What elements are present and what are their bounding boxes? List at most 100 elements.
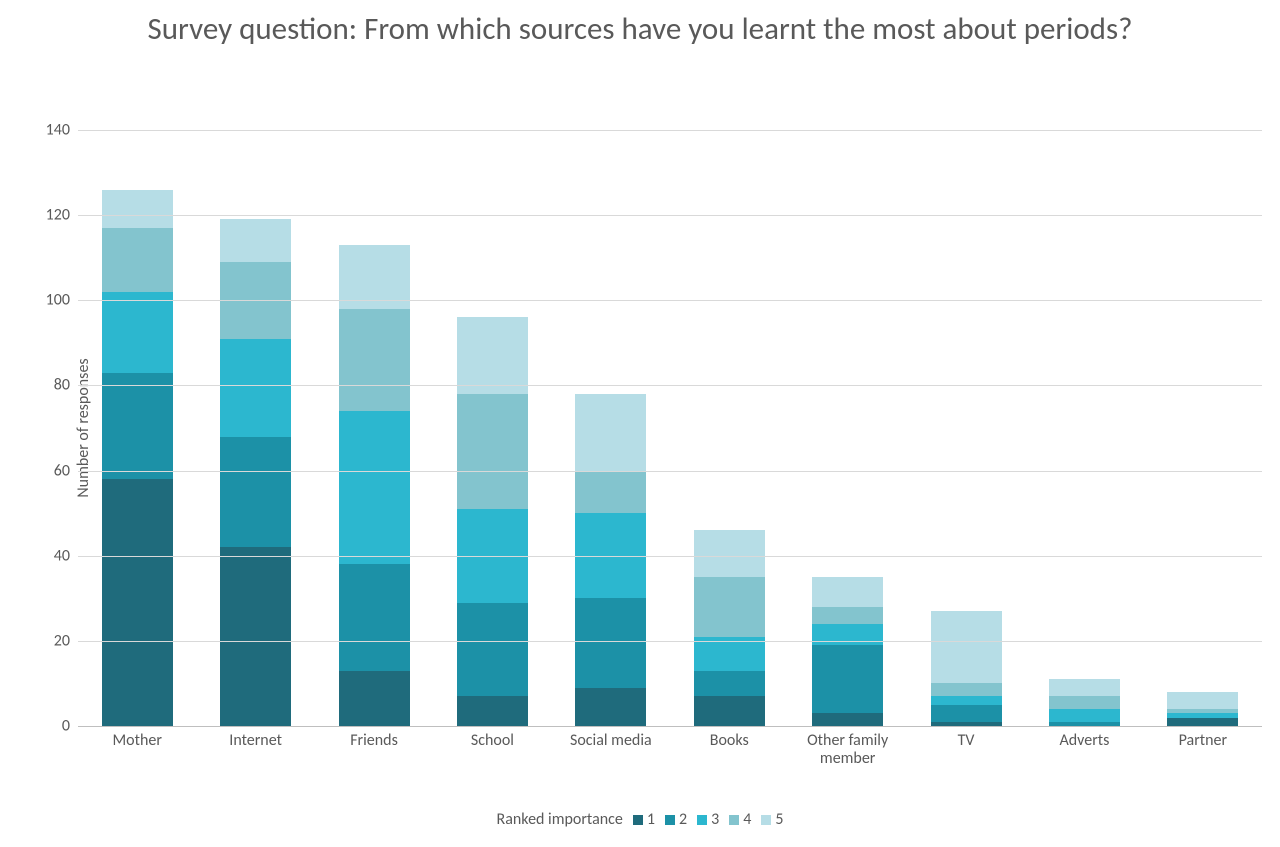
bar-segment xyxy=(339,245,410,309)
legend-label: 5 xyxy=(775,810,783,829)
bar xyxy=(457,317,528,726)
x-tick-label: Partner xyxy=(1144,726,1262,769)
bar-segment xyxy=(812,577,883,607)
bar-slot xyxy=(78,130,196,726)
y-tick-label: 120 xyxy=(46,206,70,225)
bar-segment xyxy=(694,671,765,697)
legend-item: 3 xyxy=(697,810,719,829)
bar-segment xyxy=(1049,696,1120,709)
legend-label: 2 xyxy=(679,810,687,829)
x-tick-label: Friends xyxy=(315,726,433,769)
bar-segment xyxy=(102,292,173,373)
gridline xyxy=(78,130,1262,131)
bar-slot xyxy=(907,130,1025,726)
bar xyxy=(1167,692,1238,726)
legend-label: 3 xyxy=(711,810,719,829)
bar-segment xyxy=(694,530,765,577)
x-tick-label: Books xyxy=(670,726,788,769)
x-axis-labels: MotherInternetFriendsSchoolSocial mediaB… xyxy=(78,726,1262,769)
bar xyxy=(339,245,410,726)
y-tick-label: 140 xyxy=(46,121,70,140)
bar-segment xyxy=(812,645,883,713)
legend-item: 5 xyxy=(761,810,783,829)
bar-segment xyxy=(575,394,646,471)
bar-segment xyxy=(457,603,528,697)
y-tick-label: 100 xyxy=(46,291,70,310)
bar-segment xyxy=(931,683,1002,696)
x-tick-label: Internet xyxy=(196,726,314,769)
bar-slot xyxy=(788,130,906,726)
bar-segment xyxy=(812,624,883,645)
bar-segment xyxy=(339,564,410,670)
y-tick-label: 80 xyxy=(54,376,70,395)
bar-segment xyxy=(220,437,291,548)
bar-slot xyxy=(552,130,670,726)
bar-slot xyxy=(433,130,551,726)
y-tick-label: 60 xyxy=(54,461,70,480)
bars-group xyxy=(78,130,1262,726)
bar-segment xyxy=(102,479,173,726)
bar-segment xyxy=(694,696,765,726)
bar-segment xyxy=(812,607,883,624)
bar xyxy=(575,394,646,726)
legend-inner: Ranked importance 1 2 3 4 5 xyxy=(497,810,784,829)
bar-segment xyxy=(575,598,646,687)
bar-segment xyxy=(220,219,291,262)
legend-swatch xyxy=(633,815,643,825)
legend-swatch xyxy=(761,815,771,825)
bar-segment xyxy=(220,339,291,437)
gridline xyxy=(78,726,1262,727)
bar-segment xyxy=(931,611,1002,683)
bar-segment xyxy=(102,228,173,292)
legend-item: 1 xyxy=(633,810,655,829)
y-tick-label: 40 xyxy=(54,546,70,565)
bar-segment xyxy=(575,688,646,726)
legend-swatch xyxy=(697,815,707,825)
bar-segment xyxy=(931,696,1002,705)
bar-slot xyxy=(196,130,314,726)
bar xyxy=(220,219,291,726)
bar-slot xyxy=(670,130,788,726)
gridline xyxy=(78,641,1262,642)
bar xyxy=(694,530,765,726)
legend: Ranked importance 1 2 3 4 5 xyxy=(0,810,1280,829)
bar-slot xyxy=(315,130,433,726)
bar-slot xyxy=(1025,130,1143,726)
legend-item: 2 xyxy=(665,810,687,829)
x-tick-label: Social media xyxy=(552,726,670,769)
gridline xyxy=(78,556,1262,557)
bar-segment xyxy=(220,547,291,726)
legend-swatch xyxy=(729,815,739,825)
plot-outer: Number of responses MotherInternetFriend… xyxy=(0,0,1280,847)
bar-segment xyxy=(339,309,410,411)
bar xyxy=(1049,679,1120,726)
bar-segment xyxy=(1049,709,1120,722)
chart-container: Survey question: From which sources have… xyxy=(0,0,1280,847)
bar-segment xyxy=(575,471,646,514)
legend-label: 1 xyxy=(647,810,655,829)
legend-label: 4 xyxy=(743,810,751,829)
bar-segment xyxy=(339,671,410,726)
gridline xyxy=(78,300,1262,301)
legend-swatch xyxy=(665,815,675,825)
legend-title: Ranked importance xyxy=(497,810,623,829)
bar-segment xyxy=(812,713,883,726)
bar-segment xyxy=(1049,679,1120,696)
plot-area: MotherInternetFriendsSchoolSocial mediaB… xyxy=(78,130,1262,726)
y-tick-label: 0 xyxy=(62,717,70,736)
bar-segment xyxy=(457,696,528,726)
bar-segment xyxy=(457,317,528,394)
gridline xyxy=(78,215,1262,216)
bar-segment xyxy=(339,411,410,564)
gridline xyxy=(78,385,1262,386)
bar-segment xyxy=(1167,718,1238,727)
bar-segment xyxy=(457,394,528,509)
bar-segment xyxy=(102,190,173,228)
bar-segment xyxy=(1167,692,1238,709)
x-tick-label: TV xyxy=(907,726,1025,769)
bar xyxy=(931,611,1002,726)
bar-segment xyxy=(694,577,765,637)
bar-slot xyxy=(1144,130,1262,726)
bar xyxy=(102,190,173,726)
gridline xyxy=(78,471,1262,472)
